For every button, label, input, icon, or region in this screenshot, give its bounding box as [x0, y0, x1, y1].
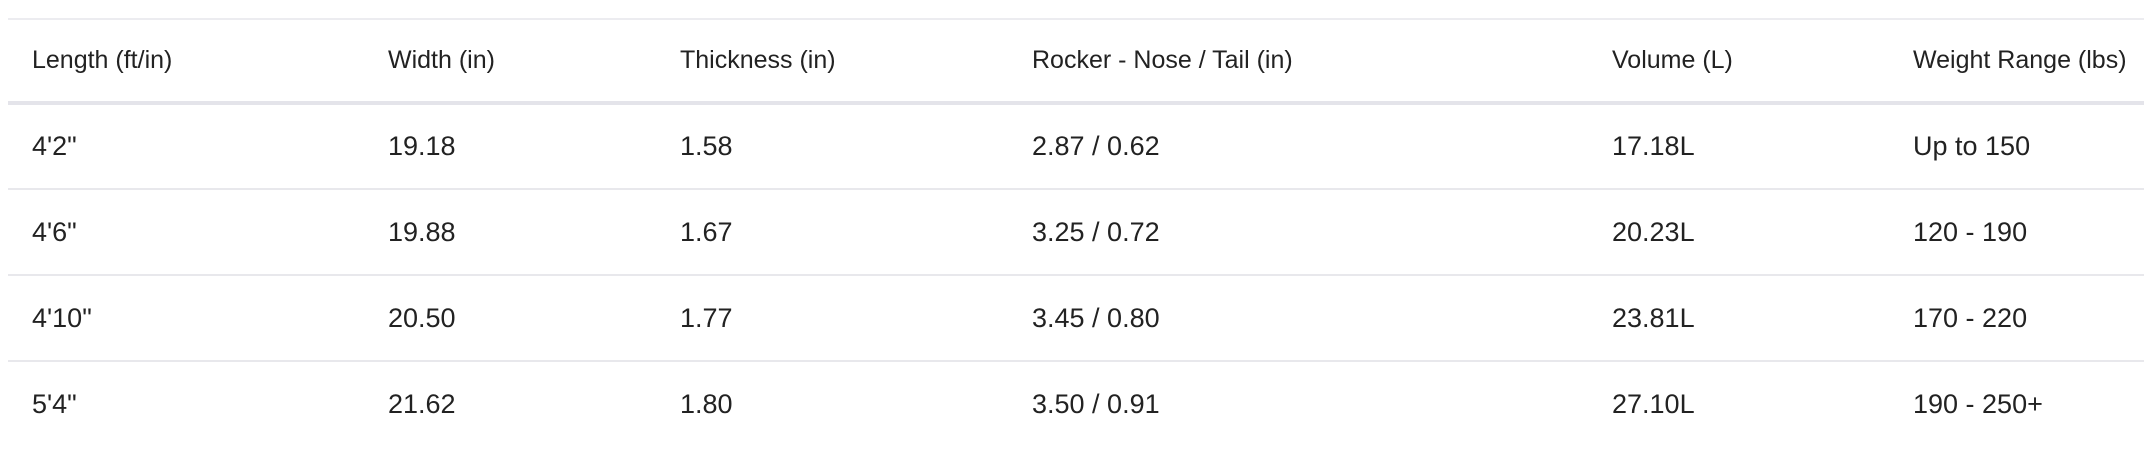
cell-rocker: 3.45 / 0.80 [1032, 302, 1160, 333]
cell-length: 5'4" [32, 389, 77, 419]
cell-weight-range: 190 - 250+ [1913, 389, 2043, 419]
header-width: Width (in) [388, 46, 495, 74]
specs-table-container: Length (ft/in) Width (in) Thickness (in)… [8, 18, 2144, 447]
cell-width: 20.50 [388, 302, 456, 333]
cell-width: 19.18 [388, 131, 456, 161]
cell-thickness: 1.77 [680, 302, 733, 333]
cell-volume: 20.23L [1612, 216, 1695, 247]
cell-width: 19.88 [388, 216, 456, 247]
table-row: 4'10" 20.50 1.77 3.45 / 0.80 23.81L 170 … [8, 275, 2144, 361]
cell-length: 4'2" [32, 131, 77, 161]
cell-weight-range: Up to 150 [1913, 131, 2031, 161]
cell-weight-range: 170 - 220 [1913, 302, 2028, 333]
header-weight-range: Weight Range (lbs) [1913, 46, 2127, 74]
table-header: Length (ft/in) Width (in) Thickness (in)… [8, 19, 2144, 103]
board-specs-table: Length (ft/in) Width (in) Thickness (in)… [8, 18, 2144, 447]
cell-rocker: 3.50 / 0.91 [1032, 389, 1160, 419]
cell-rocker: 3.25 / 0.72 [1032, 216, 1160, 247]
table-row: 5'4" 21.62 1.80 3.50 / 0.91 27.10L 190 -… [8, 361, 2144, 447]
cell-rocker: 2.87 / 0.62 [1032, 131, 1160, 161]
header-row: Length (ft/in) Width (in) Thickness (in)… [8, 19, 2144, 103]
cell-width: 21.62 [388, 389, 456, 419]
cell-volume: 17.18L [1612, 131, 1695, 161]
cell-length: 4'6" [32, 216, 77, 247]
table-row: 4'2" 19.18 1.58 2.87 / 0.62 17.18L Up to… [8, 103, 2144, 189]
table-body: 4'2" 19.18 1.58 2.87 / 0.62 17.18L Up to… [8, 103, 2144, 447]
header-rocker: Rocker - Nose / Tail (in) [1032, 46, 1293, 74]
cell-weight-range: 120 - 190 [1913, 216, 2028, 247]
header-volume: Volume (L) [1612, 46, 1733, 74]
header-length: Length (ft/in) [32, 46, 173, 74]
table-row: 4'6" 19.88 1.67 3.25 / 0.72 20.23L 120 -… [8, 189, 2144, 275]
cell-thickness: 1.58 [680, 131, 733, 161]
cell-thickness: 1.80 [680, 389, 733, 419]
cell-thickness: 1.67 [680, 216, 733, 247]
cell-length: 4'10" [32, 302, 92, 333]
cell-volume: 23.81L [1612, 302, 1695, 333]
header-thickness: Thickness (in) [680, 46, 836, 74]
cell-volume: 27.10L [1612, 389, 1695, 419]
